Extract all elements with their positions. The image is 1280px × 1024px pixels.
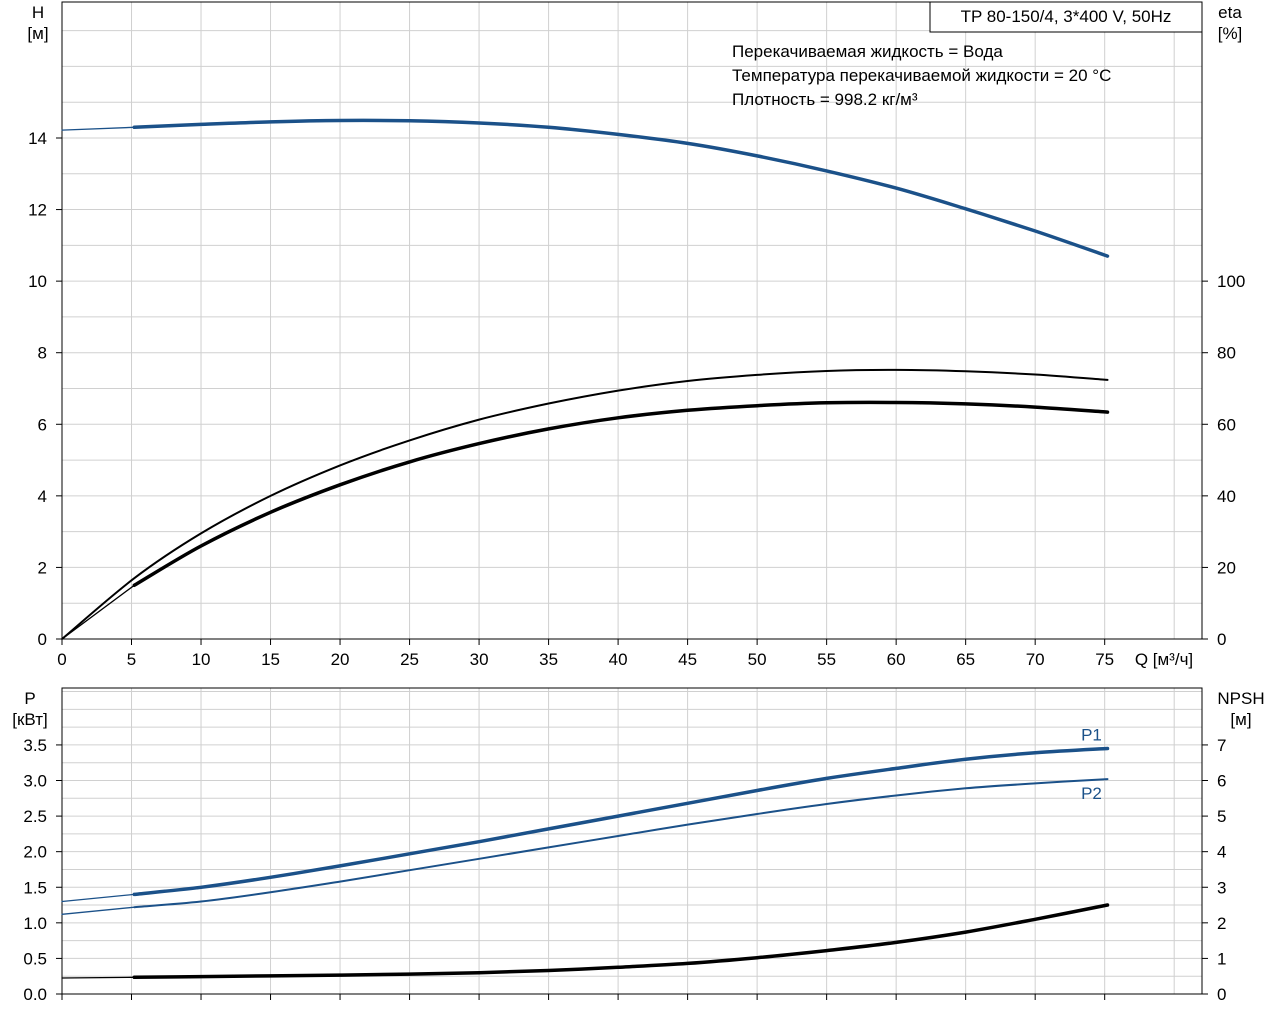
series-0-extension (61, 126, 135, 131)
series-2-line (132, 400, 1110, 588)
y-left-axis-label: H (32, 3, 44, 22)
y-right-axis-label: NPSH (1217, 689, 1264, 708)
y-right-tick-label: 2 (1217, 914, 1226, 933)
y-right-tick-label: 1 (1217, 949, 1226, 968)
info-line: Плотность = 998.2 кг/м³ (732, 90, 918, 109)
y-right-tick-label: 40 (1217, 487, 1236, 506)
y-left-tick-label: 4 (38, 487, 47, 506)
y-right-axis-label: eta (1218, 3, 1242, 22)
y-left-tick-label: 1.0 (23, 914, 47, 933)
series-p1-label: P1 (1081, 725, 1102, 744)
x-tick-label: 50 (748, 650, 767, 669)
x-tick-label: 35 (539, 650, 558, 669)
plot-frame (61, 1, 1203, 640)
y-right-tick-label: 100 (1217, 272, 1245, 291)
x-tick-label: 5 (127, 650, 136, 669)
x-tick-label: 10 (192, 650, 211, 669)
series-0-line (132, 118, 1110, 258)
y-left-axis-unit: [кВт] (12, 710, 47, 729)
y-right-axis-unit: [м] (1230, 710, 1251, 729)
y-left-tick-label: 10 (28, 272, 47, 291)
info-line: Перекачиваемая жидкость = Вода (732, 42, 1003, 61)
y-left-tick-label: 12 (28, 201, 47, 220)
y-left-axis-unit: [м] (27, 24, 48, 43)
y-left-tick-label: 0.5 (23, 949, 47, 968)
y-right-tick-label: 0 (1217, 630, 1226, 649)
x-axis-label: Q [м³/ч] (1135, 650, 1193, 669)
y-right-tick-label: 7 (1217, 736, 1226, 755)
y-right-tick-label: 80 (1217, 344, 1236, 363)
y-left-tick-label: 1.5 (23, 878, 47, 897)
y-left-tick-label: 3.5 (23, 736, 47, 755)
y-right-tick-label: 60 (1217, 415, 1236, 434)
series-2-extension (61, 584, 135, 640)
y-left-tick-label: 6 (38, 415, 47, 434)
y-left-tick-label: 0.0 (23, 985, 47, 1004)
y-right-tick-label: 0 (1217, 985, 1226, 1004)
y-left-tick-label: 2 (38, 558, 47, 577)
y-left-tick-label: 8 (38, 344, 47, 363)
series-2-extension (61, 976, 135, 979)
y-right-axis-unit: [%] (1218, 24, 1243, 43)
plot-frame (61, 687, 1203, 995)
x-tick-label: 65 (956, 650, 975, 669)
y-left-tick-label: 0 (38, 630, 47, 649)
y-right-tick-label: 5 (1217, 807, 1226, 826)
series-0-extension (61, 893, 135, 903)
y-right-tick-label: 6 (1217, 772, 1226, 791)
x-tick-label: 40 (609, 650, 628, 669)
x-tick-label: 55 (817, 650, 836, 669)
series-1-line (61, 368, 1109, 640)
model-box-text: TP 80-150/4, 3*400 V, 50Hz (961, 7, 1172, 26)
y-right-tick-label: 3 (1217, 878, 1226, 897)
x-tick-label: 0 (57, 650, 66, 669)
series-0-line (132, 746, 1110, 897)
series-2-line (132, 903, 1110, 980)
x-tick-label: 75 (1095, 650, 1114, 669)
series-1-line (133, 778, 1109, 909)
x-tick-label: 60 (887, 650, 906, 669)
chart-annotations: TP 80-150/4, 3*400 V, 50Hz Перекачиваемая… (732, 1, 1203, 109)
y-left-tick-label: 3.0 (23, 772, 47, 791)
x-tick-label: 20 (331, 650, 350, 669)
x-tick-label: 15 (261, 650, 280, 669)
y-right-tick-label: 4 (1217, 843, 1226, 862)
y-left-tick-label: 2.5 (23, 807, 47, 826)
y-left-tick-label: 14 (28, 129, 47, 148)
model-box (929, 1, 1203, 33)
info-line: Температура перекачиваемой жидкости = 20… (732, 66, 1111, 85)
y-left-tick-label: 2.0 (23, 843, 47, 862)
head-efficiency-panel: 0 2 4 6 8 10 12 14 0 20 40 60 80 100 0 5 10 15 20 25 30 35 40 4… (27, 1, 1245, 669)
x-tick-label: 70 (1026, 650, 1045, 669)
x-tick-label: 45 (678, 650, 697, 669)
series-1-extension (61, 906, 135, 915)
x-tick-label: 25 (400, 650, 419, 669)
series-p2-label: P2 (1081, 784, 1102, 803)
x-tick-label: 30 (470, 650, 489, 669)
power-npsh-panel: 0.0 0.5 1.0 1.5 2.0 2.5 3.0 3.5 0 1 2 3 4 5 6 7 P [кВт] NP… (12, 687, 1265, 1004)
y-right-tick-label: 20 (1217, 558, 1236, 577)
y-left-axis-label: P (24, 689, 35, 708)
